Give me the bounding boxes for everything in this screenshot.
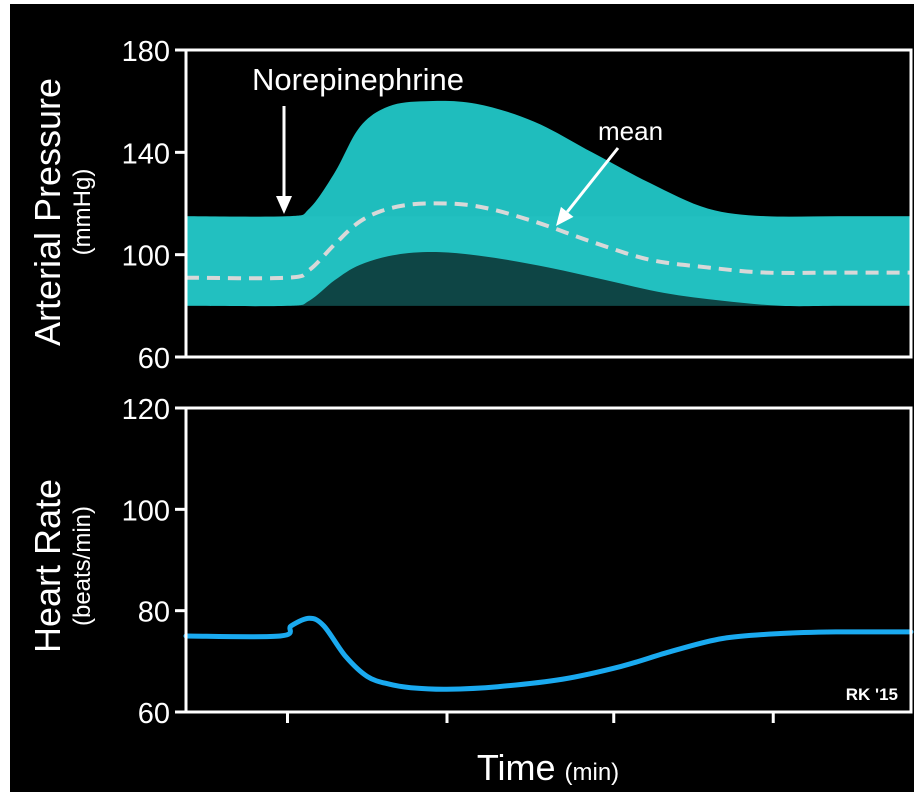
time-xticks — [286, 712, 775, 723]
mean-arrow — [556, 147, 620, 226]
heart-rate-axis-unit: (beats/min) — [69, 506, 96, 626]
heart-rate-axis-label: Heart Rate — [27, 479, 68, 653]
time-axis-unit: (min) — [565, 759, 620, 786]
pressure-band-area — [186, 100, 911, 307]
heart-rate-line — [183, 615, 914, 692]
norepinephrine-annotation: Norepinephrine — [252, 62, 464, 97]
heart-rate-plot-frame — [184, 406, 913, 714]
time-axis-label: Time (min) — [477, 747, 619, 788]
heart-rate-ytick-label-100: 100 — [122, 495, 170, 527]
mean-pressure-line — [185, 201, 911, 281]
pressure-ytick-label-100: 100 — [122, 241, 170, 273]
heart-rate-ytick-label-60: 60 — [138, 698, 170, 730]
pressure-axis-label: Arterial Pressure — [27, 78, 68, 346]
time-axis-title: Time — [477, 747, 556, 788]
heart-rate-panel: 60 80 100 120 Heart Rate (beats/min) RK '15 — [27, 394, 914, 730]
heart-rate-ytick-label-80: 80 — [138, 597, 170, 629]
pressure-yticks: 60 100 140 180 — [122, 36, 186, 375]
pressure-baseline-band — [186, 216, 911, 306]
pressure-axis-unit: (mmHg) — [69, 169, 96, 256]
pressure-ytick-label-140: 140 — [122, 138, 170, 170]
mean-annotation: mean — [598, 116, 663, 146]
pressure-plot-frame — [184, 48, 913, 359]
pressure-ytick-label-180: 180 — [122, 36, 170, 68]
signature: RK '15 — [846, 685, 898, 704]
heart-rate-yticks: 60 80 100 120 — [122, 394, 186, 730]
heart-rate-ytick-label-120: 120 — [122, 394, 170, 426]
pressure-panel: 60 100 140 180 Arterial Pressure (mmHg) Nor… — [27, 36, 913, 375]
drug-arrow-head — [276, 196, 292, 214]
mean-arrow-head — [556, 206, 574, 226]
norepinephrine-arrow — [276, 106, 292, 214]
pressure-ytick-label-60: 60 — [138, 343, 170, 375]
mean-arrow-shaft — [566, 147, 620, 213]
